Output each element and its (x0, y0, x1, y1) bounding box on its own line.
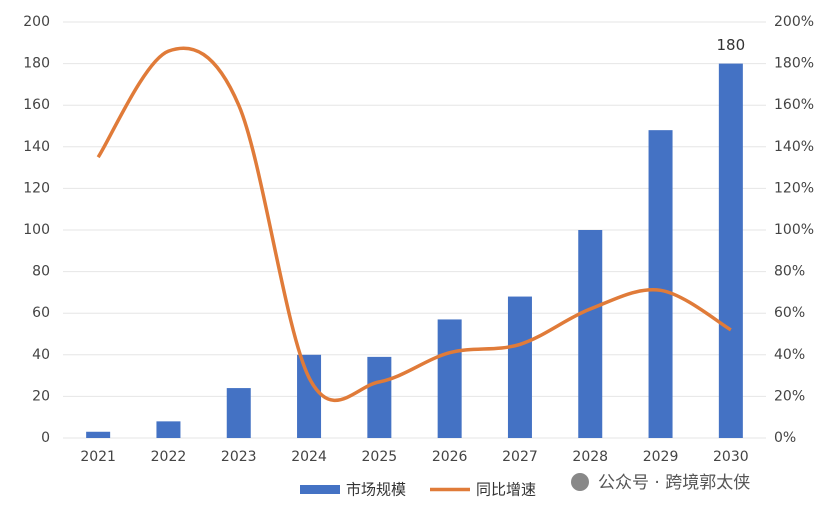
y-tick-label: 0 (41, 430, 50, 446)
bar (507, 296, 532, 438)
y2-tick-label: 140% (774, 139, 814, 155)
x-tick-label: 2022 (151, 449, 187, 465)
y2-tick-label: 120% (774, 180, 814, 196)
bar (367, 356, 392, 438)
legend-label: 市场规模 (346, 481, 406, 499)
watermark-icon (571, 473, 589, 491)
y2-tick-label: 60% (774, 305, 805, 321)
y2-tick-label: 160% (774, 97, 814, 113)
legend-swatch (300, 485, 340, 494)
bar (226, 388, 251, 438)
y-tick-label: 180 (23, 56, 50, 72)
y-tick-label: 60 (32, 305, 50, 321)
bar (156, 421, 181, 438)
x-tick-label: 2024 (291, 449, 327, 465)
line (96, 46, 732, 403)
x-tick-label: 2028 (572, 449, 608, 465)
x-tick-label: 2025 (362, 449, 398, 465)
x-tick-label: 2021 (80, 449, 116, 465)
x-tick-label: 2023 (221, 449, 257, 465)
y-tick-label: 20 (32, 388, 50, 404)
bar (437, 319, 462, 438)
y-tick-label: 120 (23, 180, 50, 196)
y2-tick-label: 0% (774, 430, 796, 446)
bar (718, 63, 743, 438)
y2-tick-label: 20% (774, 388, 805, 404)
bar (86, 431, 111, 438)
y2-tick-label: 100% (774, 222, 814, 238)
x-tick-label: 2027 (502, 449, 538, 465)
x-tick-label: 2030 (713, 449, 749, 465)
bar (297, 354, 322, 438)
y-tick-label: 100 (23, 222, 50, 238)
y-tick-label: 200 (23, 14, 50, 30)
watermark: 公众号 · 跨境郭太侠 (598, 473, 750, 493)
x-tick-label: 2029 (643, 449, 679, 465)
y-tick-label: 80 (32, 264, 50, 280)
y2-tick-label: 200% (774, 14, 814, 30)
bar (578, 230, 603, 438)
y-tick-label: 140 (23, 139, 50, 155)
y2-tick-label: 80% (774, 264, 805, 280)
y-tick-label: 160 (23, 97, 50, 113)
bar (648, 130, 673, 438)
y-tick-label: 40 (32, 347, 50, 363)
y2-tick-label: 40% (774, 347, 805, 363)
data-label: 180 (717, 36, 746, 54)
y2-tick-label: 180% (774, 56, 814, 72)
legend-label: 同比增速 (476, 481, 536, 499)
x-tick-label: 2026 (432, 449, 468, 465)
